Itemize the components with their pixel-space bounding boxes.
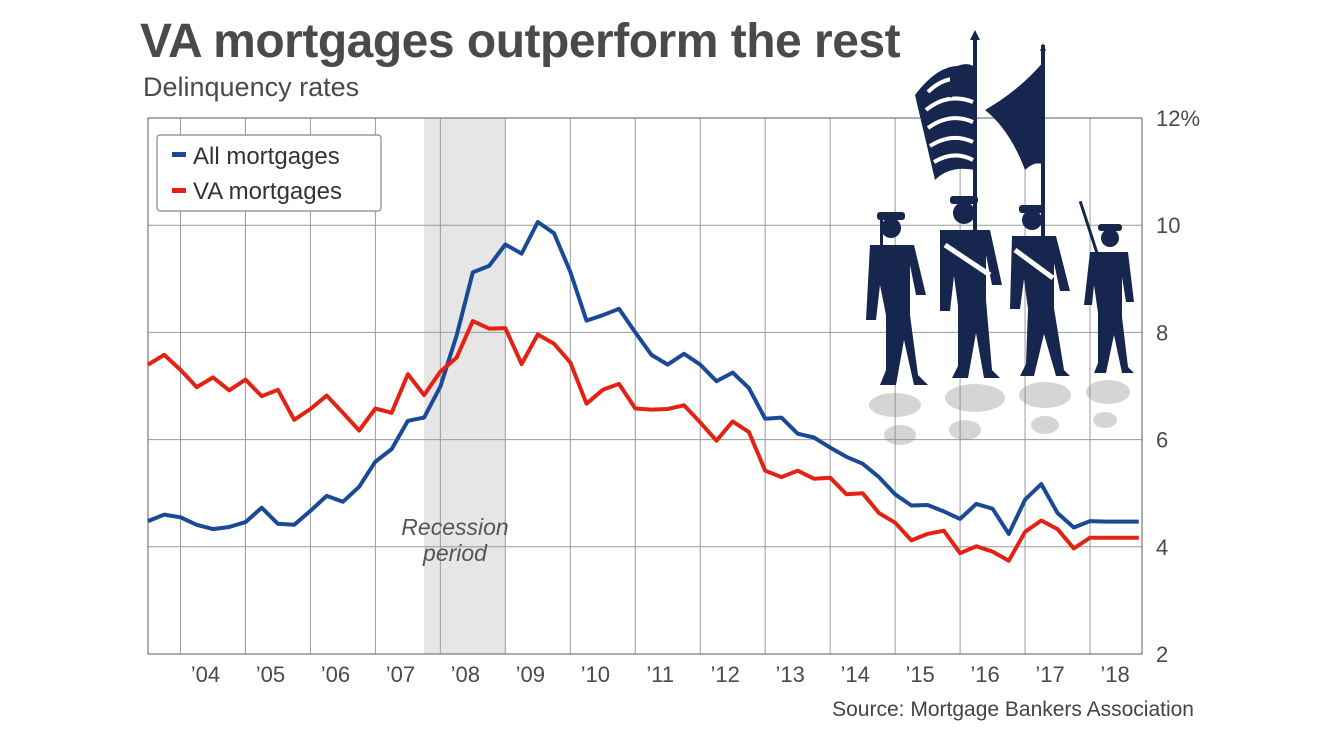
x-tick-label: ’16 [970, 662, 999, 687]
x-tick-labels: ’04 ’05 ’06 ’07 ’08 ’09 ’10 ’11 ’12 ’13 ’14 ’15 ’16 ’… [191, 662, 1130, 687]
recession-label-line1: Recession [401, 514, 508, 540]
chart-title: VA mortgages outperform the rest [140, 15, 901, 68]
legend: All mortgages VA mortgages [156, 134, 382, 212]
y-tick-label: 6 [1156, 428, 1168, 453]
y-tick-labels: 2 4 6 8 10 12% [1156, 106, 1200, 667]
recession-shading [424, 118, 506, 654]
series-line-va-mortgages [146, 319, 1139, 563]
x-tick-label: ’04 [191, 662, 220, 687]
x-tick-label: ’13 [776, 662, 805, 687]
recession-band [424, 118, 506, 654]
series-line-all-mortgages [147, 220, 1139, 536]
x-tick-label: ’09 [516, 662, 545, 687]
plot-frame [147, 117, 1143, 655]
honor-guard-illustration [866, 30, 1134, 445]
x-tick-label: ’10 [581, 662, 610, 687]
y-tick-label: 12% [1156, 106, 1200, 131]
chart-subtitle: Delinquency rates [143, 72, 360, 102]
legend-swatch-va [172, 188, 186, 193]
y-tick-label: 10 [1156, 213, 1180, 238]
x-tick-label: ’07 [386, 662, 415, 687]
gridlines [147, 117, 1143, 655]
series-lines [146, 220, 1139, 563]
y-tick-label: 2 [1156, 642, 1168, 667]
recession-label-line2: period [422, 540, 488, 566]
x-tick-label: ’14 [840, 662, 869, 687]
x-tick-label: ’06 [321, 662, 350, 687]
y-tick-label: 4 [1156, 535, 1168, 560]
x-tick-label: ’08 [451, 662, 480, 687]
x-tick-label: ’11 [646, 662, 674, 687]
legend-swatch-all [172, 152, 186, 157]
source-note: Source: Mortgage Bankers Association [832, 698, 1194, 721]
x-tick-label: ’17 [1035, 662, 1064, 687]
legend-label-all: All mortgages [193, 143, 340, 170]
legend-label-va: VA mortgages [193, 178, 342, 205]
x-tick-label: ’18 [1100, 662, 1129, 687]
x-tick-label: ’15 [905, 662, 934, 687]
y-tick-label: 8 [1156, 320, 1168, 345]
legend-box [156, 134, 382, 212]
x-tick-label: ’12 [711, 662, 740, 687]
x-tick-label: ’05 [256, 662, 285, 687]
